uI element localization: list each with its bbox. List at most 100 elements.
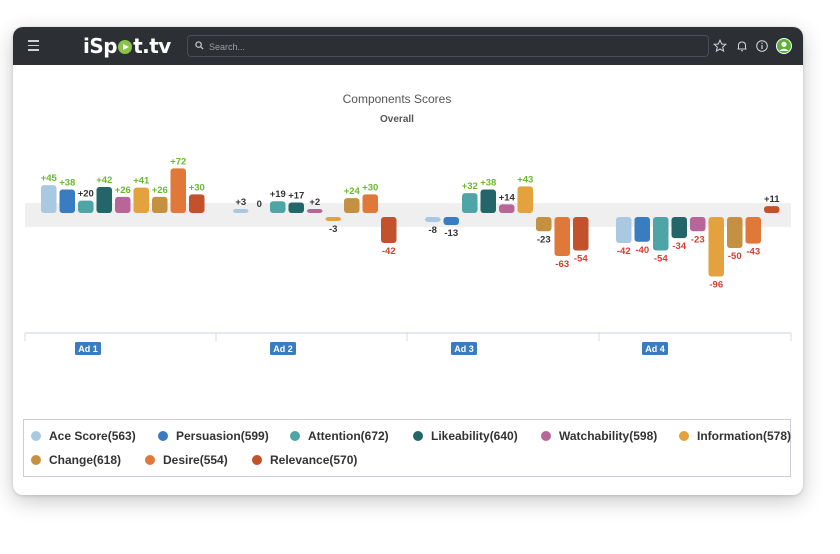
legend-swatch bbox=[31, 431, 41, 441]
data-label: -54 bbox=[654, 253, 668, 264]
bar-information bbox=[708, 217, 724, 277]
data-label: +30 bbox=[189, 182, 205, 193]
legend-item-watchability[interactable]: Watchability(598) bbox=[541, 428, 657, 444]
bar-relevance bbox=[189, 194, 205, 213]
data-label: +3 bbox=[235, 197, 246, 208]
category-badge bbox=[270, 342, 296, 355]
bar-ace-score bbox=[425, 217, 441, 222]
search-input[interactable] bbox=[207, 38, 691, 56]
data-label: -3 bbox=[329, 224, 337, 235]
data-label: -13 bbox=[444, 228, 458, 239]
bar-watchability bbox=[499, 204, 515, 213]
bar-watchability bbox=[307, 209, 323, 213]
category-label: Ad 3 bbox=[454, 344, 474, 354]
data-label: +19 bbox=[270, 189, 286, 200]
bar-change bbox=[152, 196, 168, 213]
legend-item-ace-score[interactable]: Ace Score(563) bbox=[31, 428, 136, 444]
data-label: -8 bbox=[429, 225, 437, 236]
bar-relevance bbox=[764, 206, 780, 213]
bar-persuasion bbox=[634, 217, 650, 242]
neutral-band bbox=[25, 203, 791, 227]
legend-swatch bbox=[158, 431, 168, 441]
ispot-logo[interactable]: iSp t.tv bbox=[83, 33, 171, 59]
bar-ace-score bbox=[616, 217, 632, 244]
category-label: Ad 4 bbox=[645, 344, 665, 354]
info-icon[interactable] bbox=[755, 39, 769, 53]
legend-swatch bbox=[145, 455, 155, 465]
legend-label: Relevance(570) bbox=[270, 453, 358, 467]
data-label: +38 bbox=[480, 177, 496, 188]
bar-relevance bbox=[381, 217, 397, 244]
data-label: -23 bbox=[537, 234, 551, 245]
data-label: -34 bbox=[672, 241, 686, 252]
data-label: -63 bbox=[555, 259, 569, 270]
data-label: +41 bbox=[133, 176, 150, 187]
legend-item-likeability[interactable]: Likeability(640) bbox=[413, 428, 518, 444]
legend-label: Persuasion(599) bbox=[176, 429, 269, 443]
data-label: +42 bbox=[96, 175, 112, 186]
bar-ace-score bbox=[41, 185, 57, 213]
category-label: Ad 1 bbox=[78, 344, 98, 354]
legend-item-attention[interactable]: Attention(672) bbox=[290, 428, 389, 444]
bar-watchability bbox=[690, 217, 706, 232]
bar-information bbox=[133, 187, 149, 213]
data-label: 0 bbox=[257, 199, 262, 210]
legend-label: Likeability(640) bbox=[431, 429, 518, 443]
legend-swatch bbox=[413, 431, 423, 441]
play-icon bbox=[118, 40, 133, 54]
legend-swatch bbox=[290, 431, 300, 441]
bar-attention bbox=[78, 200, 94, 213]
legend-item-persuasion[interactable]: Persuasion(599) bbox=[158, 428, 269, 444]
data-label: +11 bbox=[764, 194, 780, 205]
menu-icon[interactable] bbox=[28, 40, 39, 51]
chart-title: Components Scores bbox=[343, 92, 452, 106]
bar-likeability bbox=[480, 189, 496, 213]
bar-desire bbox=[745, 217, 761, 244]
logo-text-right: t.tv bbox=[133, 34, 171, 58]
bar-relevance bbox=[573, 217, 589, 251]
data-label: -50 bbox=[728, 251, 742, 262]
data-label: +45 bbox=[41, 173, 58, 184]
category-label: Ad 2 bbox=[273, 344, 293, 354]
bell-icon[interactable] bbox=[735, 39, 749, 53]
bar-change bbox=[344, 198, 360, 213]
legend-label: Ace Score(563) bbox=[49, 429, 136, 443]
search-icon bbox=[195, 41, 204, 50]
data-label: +32 bbox=[462, 181, 478, 192]
bar-likeability bbox=[288, 202, 304, 213]
data-label: +2 bbox=[309, 197, 320, 208]
data-label: +43 bbox=[517, 174, 533, 185]
legend-label: Information(578) bbox=[697, 429, 792, 443]
legend-item-relevance[interactable]: Relevance(570) bbox=[252, 452, 357, 468]
bar-watchability bbox=[115, 196, 131, 213]
chart-legend: Ace Score(563) Persuasion(599) Attention(6… bbox=[23, 419, 791, 477]
star-icon[interactable] bbox=[713, 39, 727, 53]
data-label: +26 bbox=[115, 185, 131, 196]
legend-swatch bbox=[541, 431, 551, 441]
chart-subtitle: Overall bbox=[380, 114, 414, 125]
legend-label: Watchability(598) bbox=[559, 429, 658, 443]
legend-label: Attention(672) bbox=[308, 429, 389, 443]
data-label: +20 bbox=[78, 189, 94, 200]
data-label: -42 bbox=[617, 246, 631, 257]
user-silhouette bbox=[777, 39, 791, 53]
bar-desire bbox=[170, 168, 186, 213]
legend-item-desire[interactable]: Desire(554) bbox=[145, 452, 228, 468]
avatar-icon[interactable] bbox=[776, 38, 792, 54]
legend-item-information[interactable]: Information(578) bbox=[679, 428, 791, 444]
data-label: +24 bbox=[344, 186, 361, 197]
components-chart: Components Scores Overall +45 +38+20+42+2… bbox=[24, 92, 792, 355]
data-label: +38 bbox=[59, 177, 75, 188]
logo-text-left: iSp bbox=[83, 34, 118, 58]
bar-change bbox=[536, 217, 552, 232]
bar-attention bbox=[270, 201, 286, 213]
data-label: -40 bbox=[635, 245, 649, 256]
search-bar[interactable] bbox=[187, 35, 709, 57]
data-label: -42 bbox=[382, 246, 396, 257]
legend-item-change[interactable]: Change(618) bbox=[31, 452, 121, 468]
top-navigation-bar: iSp t.tv bbox=[13, 27, 803, 65]
bar-persuasion bbox=[443, 217, 459, 226]
category-badge bbox=[642, 342, 668, 355]
data-label: +14 bbox=[499, 192, 516, 203]
